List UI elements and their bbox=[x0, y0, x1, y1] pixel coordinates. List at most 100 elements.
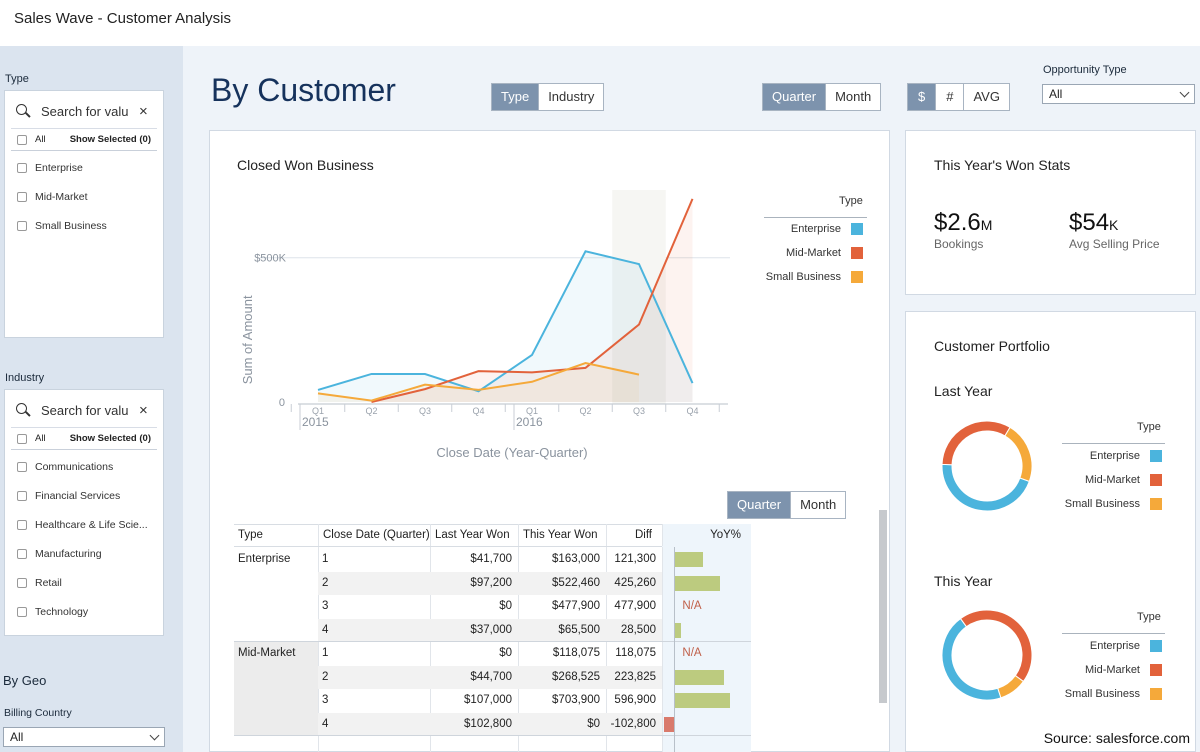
column-header[interactable]: This Year Won bbox=[518, 524, 606, 546]
won-stats-card bbox=[905, 130, 1196, 295]
y-tick-label: $500K bbox=[254, 253, 286, 265]
x-tick-label: Q4 bbox=[686, 406, 698, 416]
yoy-bar bbox=[674, 693, 730, 708]
series-line-enterprise bbox=[317, 250, 694, 393]
industry-filter-panel: Search for valu × All Show Selected (0) … bbox=[4, 389, 164, 636]
industry-all-row: All Show Selected (0) bbox=[11, 428, 157, 450]
toggle-month[interactable]: Month bbox=[835, 89, 872, 104]
toggle-count[interactable]: # bbox=[936, 84, 965, 110]
legend-item-mid-market[interactable]: Mid-Market bbox=[740, 247, 863, 259]
legend-divider bbox=[1062, 633, 1165, 634]
type-option-small-business[interactable]: Small Business bbox=[11, 211, 163, 240]
legend-item-enterprise[interactable]: Enterprise bbox=[1040, 450, 1162, 462]
column-header[interactable]: Last Year Won bbox=[430, 524, 518, 546]
option-label: Manufacturing bbox=[35, 547, 102, 560]
show-selected-link[interactable]: Show Selected (0) bbox=[69, 134, 151, 145]
option-checkbox[interactable] bbox=[17, 490, 27, 501]
diff-cell: -102,800 bbox=[610, 717, 656, 730]
industry-option-healthcare-life-scie[interactable]: Healthcare & Life Scie... bbox=[11, 510, 163, 539]
closed-won-line-chart: 0 $500K Sum of Amount Q1 Q2 Q3 Q4 Q1 Q2 Q3 Q4 2015 2… bbox=[240, 190, 730, 460]
quarter-cell: 2 bbox=[322, 670, 329, 683]
scrollbar-thumb[interactable] bbox=[879, 510, 887, 703]
legend-item-small-business[interactable]: Small Business bbox=[1040, 498, 1162, 510]
toggle-dollar[interactable]: $ bbox=[908, 84, 937, 110]
option-checkbox[interactable] bbox=[17, 461, 27, 472]
yoy-axis bbox=[674, 547, 675, 752]
option-checkbox[interactable] bbox=[17, 519, 27, 530]
option-checkbox[interactable] bbox=[17, 577, 27, 588]
option-checkbox[interactable] bbox=[17, 220, 27, 231]
avg-selling-price-value: $54K bbox=[1069, 209, 1119, 236]
industry-search-input[interactable]: Search for valu × bbox=[11, 394, 157, 428]
column-header[interactable]: Type bbox=[238, 529, 263, 541]
option-label: Retail bbox=[35, 576, 62, 589]
legend-item-enterprise[interactable]: Enterprise bbox=[740, 223, 863, 235]
clear-icon[interactable]: × bbox=[139, 103, 148, 120]
this-year-won-cell: $118,075 bbox=[552, 647, 600, 659]
won-stats-title: This Year's Won Stats bbox=[934, 157, 1071, 173]
diff-cell: 121,300 bbox=[614, 553, 656, 565]
toggle-month[interactable]: Month bbox=[800, 497, 837, 512]
industry-option-manufacturing[interactable]: Manufacturing bbox=[11, 539, 163, 568]
last-year-won-cell: $41,700 bbox=[470, 553, 512, 565]
geo-section-heading: By Geo bbox=[3, 673, 47, 688]
type-option-mid-market[interactable]: Mid-Market bbox=[11, 182, 163, 211]
toggle-quarter[interactable]: Quarter bbox=[763, 84, 827, 110]
donut-slice-small-business bbox=[1004, 426, 1033, 483]
option-checkbox[interactable] bbox=[17, 191, 27, 202]
type-filter-label: Type bbox=[5, 73, 29, 85]
option-checkbox[interactable] bbox=[17, 548, 27, 559]
industry-option-technology[interactable]: Technology bbox=[11, 597, 163, 626]
legend-item-small-business[interactable]: Small Business bbox=[1040, 688, 1162, 700]
toggle-avg[interactable]: AVG bbox=[973, 89, 1000, 104]
row-stripe bbox=[318, 571, 662, 595]
y-tick-label: 0 bbox=[279, 397, 285, 409]
column-divider bbox=[518, 547, 519, 752]
source-caption: Source: salesforce.com bbox=[1043, 730, 1190, 746]
legend-item-mid-market[interactable]: Mid-Market bbox=[1040, 664, 1162, 676]
all-checkbox[interactable] bbox=[17, 134, 27, 145]
mid-market-swatch bbox=[851, 247, 863, 259]
option-checkbox[interactable] bbox=[17, 606, 27, 617]
clear-icon[interactable]: × bbox=[139, 402, 148, 419]
industry-option-retail[interactable]: Retail bbox=[11, 568, 163, 597]
area-mid-market bbox=[371, 198, 693, 402]
all-checkbox[interactable] bbox=[17, 433, 27, 444]
legend-item-mid-market[interactable]: Mid-Market bbox=[1040, 474, 1162, 486]
option-label: Mid-Market bbox=[35, 190, 88, 203]
opportunity-type-select[interactable]: All bbox=[1042, 84, 1195, 104]
year-label: 2016 bbox=[516, 415, 543, 429]
legend-item-small-business[interactable]: Small Business bbox=[740, 271, 863, 283]
donut-slice-mid-market bbox=[941, 420, 1011, 466]
industry-option-financial-services[interactable]: Financial Services bbox=[11, 481, 163, 510]
x-tick-label: Q3 bbox=[419, 406, 431, 416]
year-label: 2015 bbox=[302, 415, 329, 429]
column-header[interactable]: Diff bbox=[606, 524, 662, 546]
x-tick-label: Q2 bbox=[365, 406, 377, 416]
this-year-won-cell: $522,460 bbox=[552, 576, 600, 589]
quarter-cell: 3 bbox=[322, 600, 329, 612]
small-business-swatch bbox=[851, 271, 863, 283]
quarter-cell: 1 bbox=[322, 553, 329, 565]
y-axis-label: Sum of Amount bbox=[240, 295, 255, 384]
type-option-enterprise[interactable]: Enterprise bbox=[11, 153, 163, 182]
this-year-won-cell: $703,900 bbox=[552, 694, 600, 706]
toggle-type[interactable]: Type bbox=[492, 84, 540, 110]
column-header[interactable]: YoY% bbox=[662, 524, 751, 546]
billing-country-select[interactable]: All bbox=[3, 727, 165, 747]
this-year-won-cell: $477,900 bbox=[552, 600, 600, 612]
area-enterprise bbox=[318, 251, 693, 402]
industry-option-communications[interactable]: Communications bbox=[11, 452, 163, 481]
legend-item-enterprise[interactable]: Enterprise bbox=[1040, 640, 1162, 652]
toggle-quarter[interactable]: Quarter bbox=[728, 492, 792, 518]
row-stripe bbox=[318, 712, 662, 736]
x-tick-label: Q1 bbox=[526, 406, 538, 416]
option-checkbox[interactable] bbox=[17, 162, 27, 173]
show-selected-link[interactable]: Show Selected (0) bbox=[69, 433, 151, 444]
type-search-input[interactable]: Search for valu × bbox=[11, 95, 157, 129]
toggle-industry[interactable]: Industry bbox=[548, 89, 595, 104]
small-business-swatch bbox=[1150, 498, 1162, 510]
column-header[interactable]: Close Date (Quarter) bbox=[318, 524, 430, 546]
quarter-cell: 4 bbox=[322, 623, 329, 636]
x-tick-label: Q3 bbox=[633, 406, 645, 416]
